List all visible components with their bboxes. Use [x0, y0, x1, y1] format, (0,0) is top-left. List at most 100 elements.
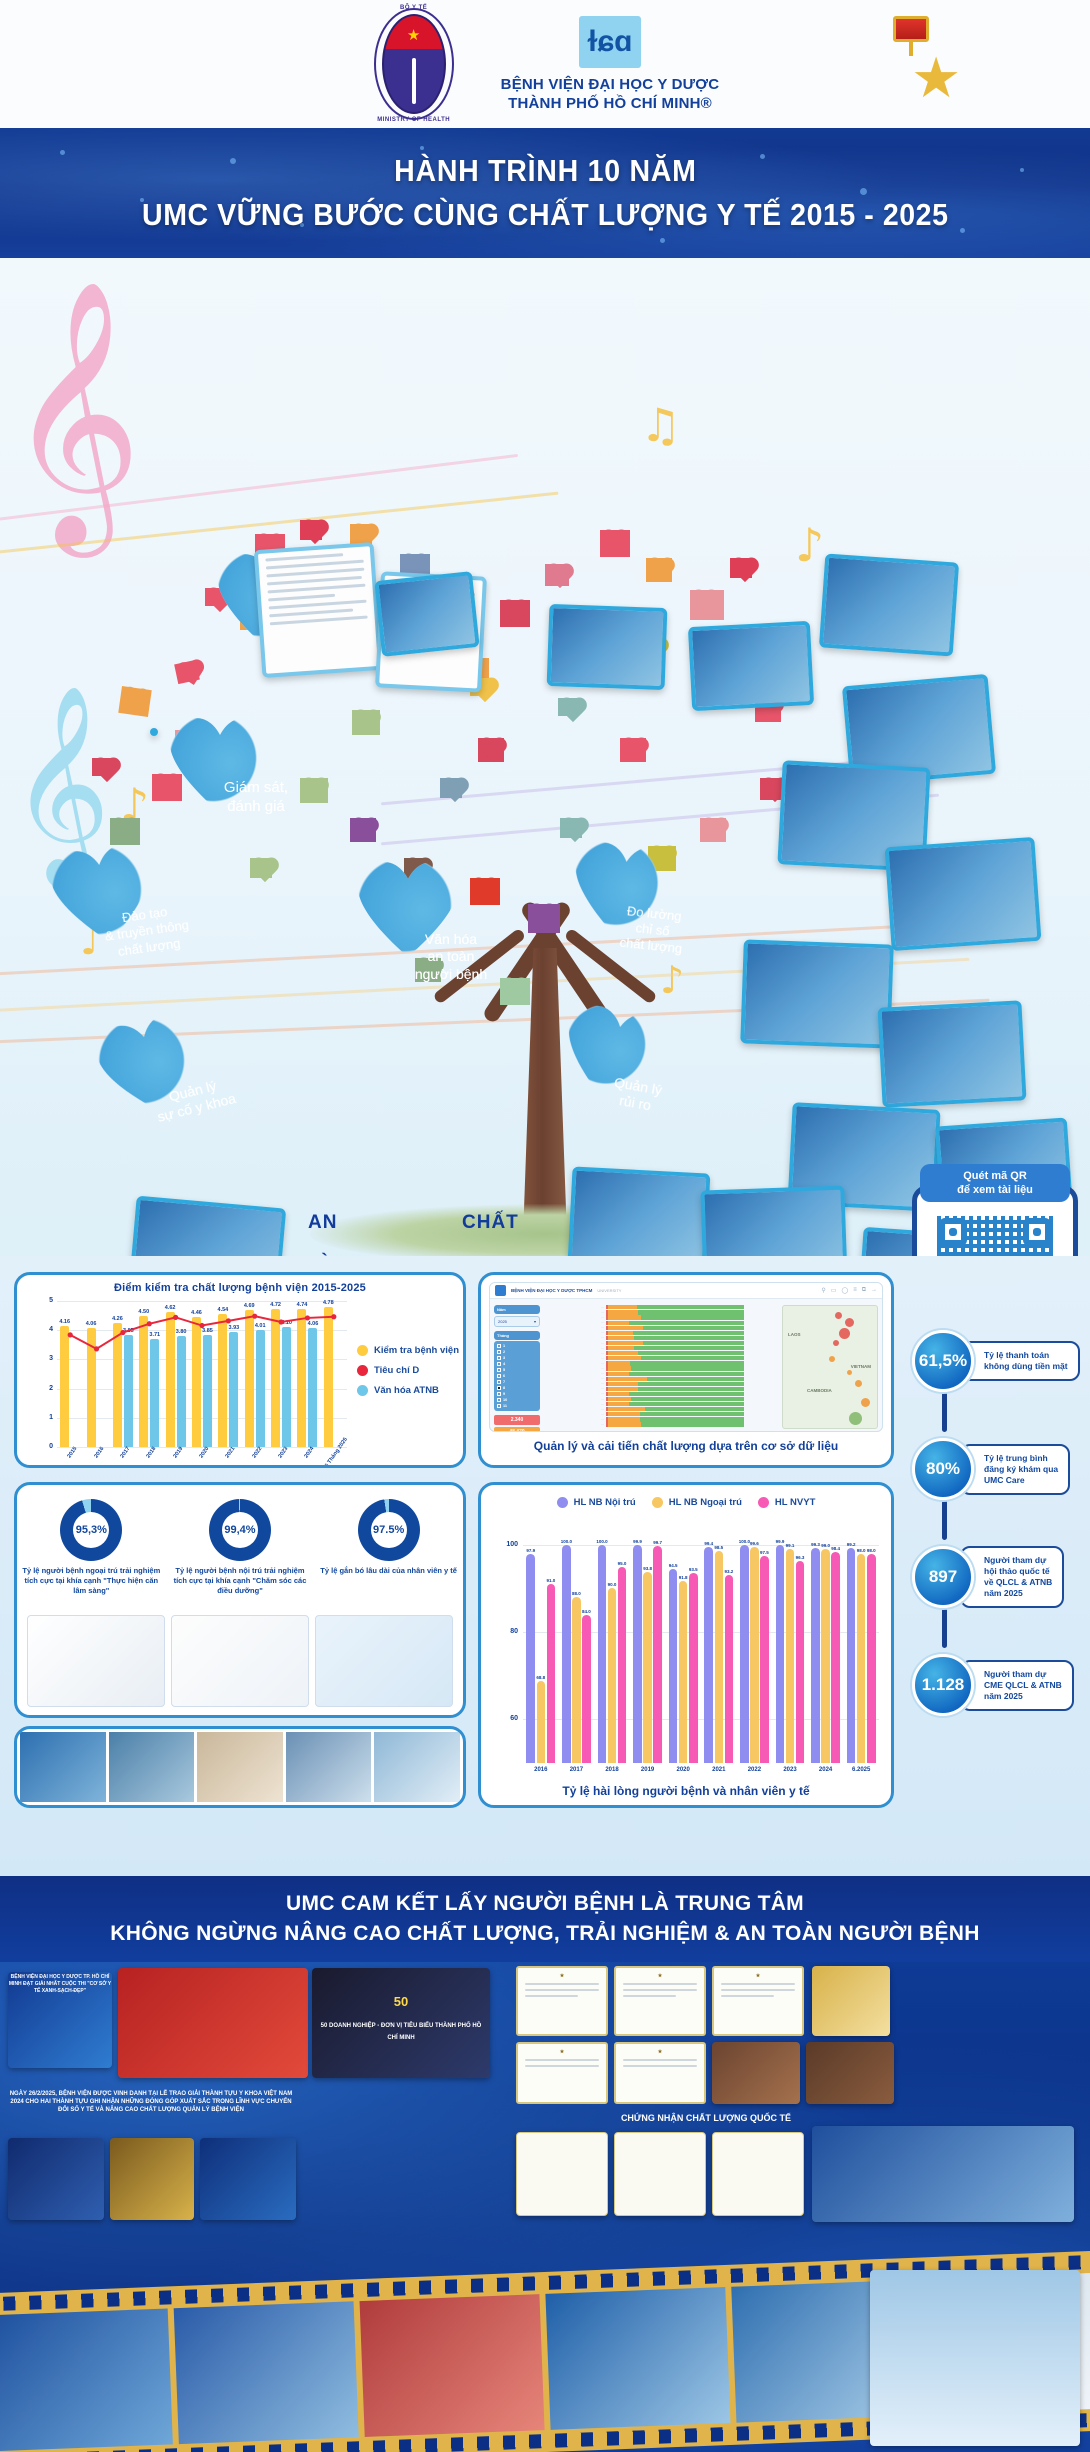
chart2-bar-value: 93.8 — [643, 1566, 652, 1571]
checkbox-icon[interactable] — [497, 1344, 501, 1348]
facility-photo-4[interactable] — [286, 1732, 372, 1802]
db-filter-year-select[interactable]: 2025 ▾ — [494, 1316, 540, 1327]
certificate-3[interactable]: ★ — [712, 1966, 804, 2036]
pin-icon[interactable]: ⚲ — [821, 1287, 825, 1294]
facility-photo-2[interactable] — [109, 1732, 195, 1802]
gallery-photo-banner[interactable] — [200, 2138, 296, 2220]
chart1-xtick: 2022 — [251, 1446, 263, 1459]
facility-photo-1[interactable] — [20, 1732, 106, 1802]
checkbox-icon[interactable] — [497, 1386, 501, 1390]
music-note-icon-2: ♫ — [640, 398, 681, 452]
chart1-bar-value: 4.46 — [191, 1310, 202, 1316]
stat-text-line: đăng ký khám qua — [984, 1464, 1058, 1475]
gallery-trophy-1[interactable] — [812, 1966, 890, 2036]
stat-text-line: năm 2025 — [984, 1588, 1052, 1599]
checkbox-icon[interactable] — [497, 1368, 501, 1372]
facility-photo-5[interactable] — [374, 1732, 460, 1802]
chart2-bar-value: 99.4 — [704, 1541, 713, 1546]
umc-mark-icon — [579, 16, 641, 68]
gallery-photo-awards[interactable] — [8, 2138, 104, 2220]
gallery-caption-2024: NGÀY 26/2/2025, BỆNH VIỆN ĐƯỢC VINH DANH… — [8, 2090, 294, 2114]
chart2-bar-value: 68.8 — [536, 1675, 545, 1680]
certificate-4[interactable]: ★ — [516, 2042, 608, 2104]
asclepius-icon — [412, 58, 416, 104]
db-month-checkbox-list[interactable]: 1 2 3 4 5 6 7 8 9 10 11 — [494, 1341, 540, 1411]
db-row-label: ··· — [544, 1316, 606, 1319]
db-bar-orange — [608, 1402, 629, 1406]
chart2-legend-item: HL NVYT — [758, 1497, 815, 1508]
thumb-1[interactable] — [27, 1615, 165, 1707]
photo-card-1[interactable] — [374, 571, 479, 657]
db-bar-green — [631, 1397, 744, 1401]
certificate-2[interactable]: ★ — [614, 1966, 706, 2036]
gallery-plaque-1[interactable] — [712, 2042, 800, 2104]
checkbox-icon[interactable] — [497, 1374, 501, 1378]
photo-card-8[interactable] — [740, 939, 894, 1048]
photo-card-2[interactable] — [547, 604, 668, 690]
db-bar-orange — [608, 1377, 647, 1381]
gallery-plaque-2[interactable] — [806, 2042, 894, 2104]
checkbox-icon[interactable] — [497, 1362, 501, 1366]
film-frame-2[interactable] — [174, 2301, 359, 2444]
facility-photo-3[interactable] — [197, 1732, 283, 1802]
chart2-bar-value: 93.5 — [689, 1567, 698, 1572]
chart2-xtick: 2018 — [605, 1767, 618, 1773]
chart2-caption: Tỷ lệ hài lòng người bệnh và nhân viên y… — [481, 1784, 891, 1798]
chart2-bar — [740, 1545, 749, 1763]
db-bar-green — [630, 1361, 744, 1365]
db-bar-orange — [608, 1422, 641, 1426]
bell-icon[interactable]: ◯ — [841, 1287, 848, 1294]
db-bar-green — [647, 1377, 744, 1381]
film-frame-1[interactable] — [0, 2308, 173, 2451]
photo-card-7[interactable] — [885, 837, 1042, 951]
db-month-label: 11 — [503, 1403, 507, 1409]
gallery-photo-trophy[interactable] — [110, 2138, 194, 2220]
donut-stat-2: 97.5% Tỷ lệ gắn bó lâu dài của nhân viên … — [319, 1499, 459, 1596]
db-month-checkbox[interactable]: 11 — [497, 1403, 537, 1409]
filter-icon[interactable]: ≡ — [853, 1287, 857, 1294]
film-frame-3[interactable] — [360, 2294, 545, 2437]
gallery-cert-8[interactable] — [712, 2132, 804, 2216]
checkbox-icon[interactable] — [497, 1350, 501, 1354]
checkbox-icon[interactable] — [497, 1398, 501, 1402]
photo-card-12[interactable] — [568, 1166, 711, 1269]
db-bar-orange — [608, 1351, 638, 1355]
db-bar-green — [645, 1407, 744, 1411]
chart2-xtick: 2020 — [677, 1767, 690, 1773]
gallery-cert-6[interactable] — [516, 2132, 608, 2216]
thumb-3[interactable] — [315, 1615, 453, 1707]
db-row-label: ··· — [544, 1413, 606, 1416]
film-frame-4[interactable] — [545, 2287, 730, 2430]
gallery-photo-ceremony[interactable] — [118, 1968, 308, 2078]
certificate-5[interactable]: ★ — [614, 2042, 706, 2104]
document-card-1[interactable] — [254, 542, 383, 678]
checkbox-icon[interactable] — [497, 1404, 501, 1408]
gallery-photo-group[interactable] — [812, 2126, 1074, 2222]
checkbox-icon[interactable] — [497, 1380, 501, 1384]
photo-card-4[interactable] — [819, 553, 959, 656]
checkbox-icon[interactable] — [497, 1356, 501, 1360]
photo-card-3[interactable] — [688, 621, 814, 711]
chart1-x-axis: 2015 2016 2017 2018 2019 2020 2021 2022 2023 2024… — [57, 1449, 347, 1468]
photo-card-9[interactable] — [877, 1000, 1026, 1107]
arrow-icon[interactable]: → — [871, 1287, 877, 1294]
database-app-screenshot[interactable]: BỆNH VIỆN ĐẠI HỌC Y DƯỢC TPHCM UNIVERSIT… — [489, 1282, 883, 1432]
db-bar-green — [629, 1402, 744, 1406]
gallery-cert-7[interactable] — [614, 2132, 706, 2216]
db-map[interactable]: LAOS CAMBODIA VIETNAM — [782, 1305, 878, 1429]
thumb-2[interactable] — [171, 1615, 309, 1707]
comment-icon[interactable]: ▭ — [831, 1287, 837, 1294]
db-bar-row: ··· — [544, 1351, 744, 1356]
certificate-1[interactable]: ★ — [516, 1966, 608, 2036]
db-bar-orange — [608, 1372, 629, 1376]
chart1-legend-item: Kiểm tra bệnh viện — [357, 1345, 459, 1356]
heart-label-line2: đánh giá — [224, 798, 288, 817]
db-bar-green — [640, 1417, 744, 1421]
chart2-bar — [618, 1567, 627, 1763]
db-bar-green — [638, 1387, 744, 1391]
gallery-hospital-building[interactable] — [870, 2270, 1080, 2446]
share-icon[interactable]: ⧉ — [862, 1287, 866, 1294]
checkbox-icon[interactable] — [497, 1392, 501, 1396]
stat-pill-0: 61,5% Tỷ lệ thanh toán không dùng tiền mặt — [912, 1330, 1080, 1392]
db-bar-green — [629, 1392, 744, 1396]
